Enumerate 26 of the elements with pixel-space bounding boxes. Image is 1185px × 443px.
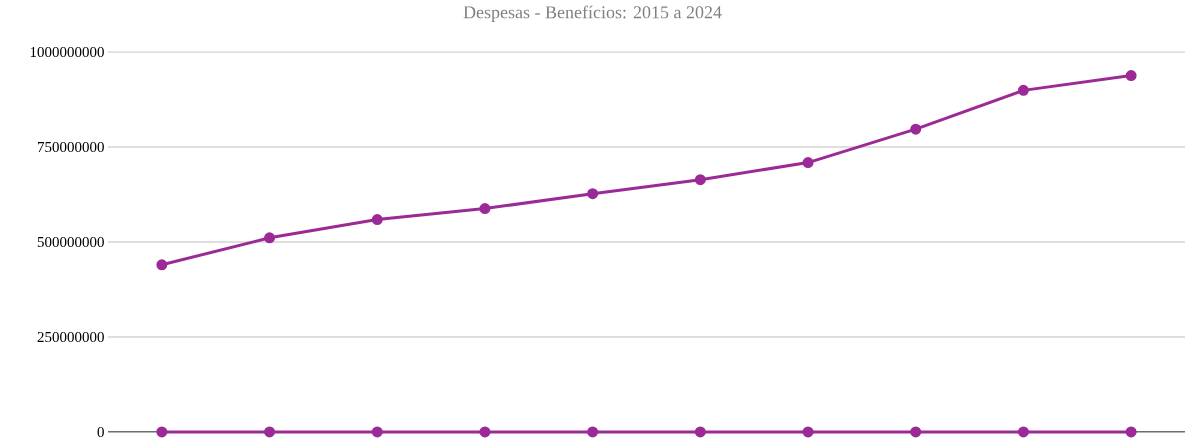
point [1017, 426, 1029, 438]
point [1125, 426, 1137, 438]
point [156, 259, 168, 271]
point [264, 232, 276, 244]
y-tick-label: 0 [97, 426, 104, 438]
point [910, 426, 922, 438]
y-tick-label: 1000000000 [30, 46, 104, 58]
point [479, 203, 491, 215]
point [802, 157, 814, 169]
point [910, 123, 922, 135]
point [1017, 84, 1029, 96]
point [479, 426, 491, 438]
y-tick-label: 250000000 [37, 331, 104, 343]
point [587, 426, 599, 438]
point [156, 426, 168, 438]
chart-title: Despesas - Benefícios: 2015 a 2024 [463, 5, 722, 23]
point [802, 426, 814, 438]
point [694, 426, 706, 438]
point [587, 188, 599, 200]
y-tick-label: 750000000 [37, 141, 104, 153]
point [371, 426, 383, 438]
point [264, 426, 276, 438]
point [694, 174, 706, 186]
y-tick-label: 500000000 [37, 236, 104, 248]
point [371, 214, 383, 226]
point [1125, 70, 1137, 82]
